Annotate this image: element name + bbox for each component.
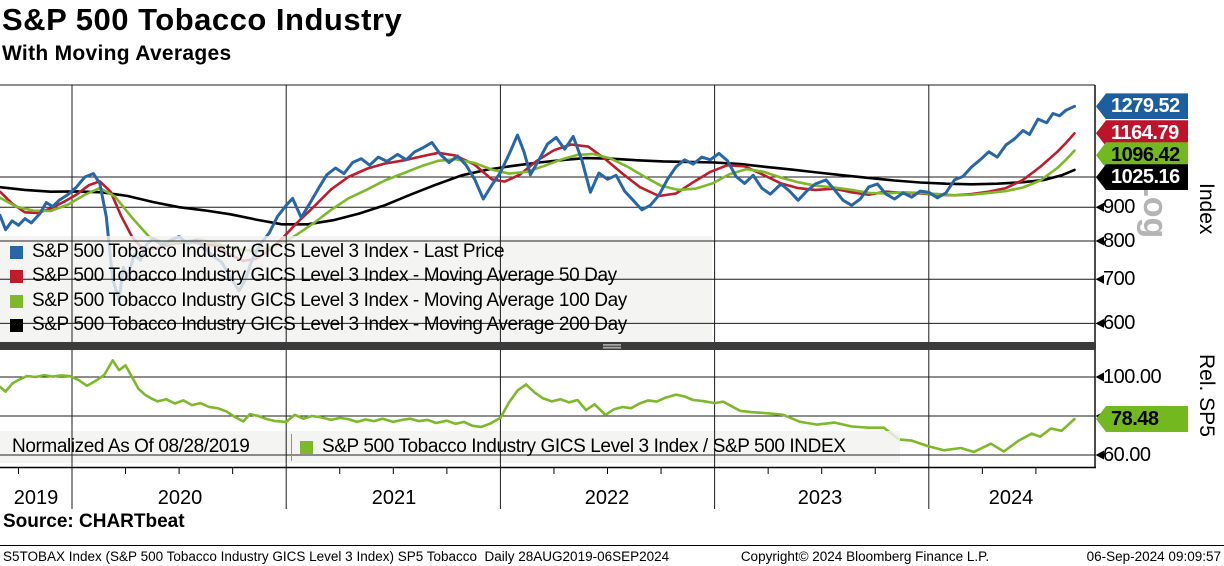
price-badge: 1279.52 <box>1096 93 1188 120</box>
footer-timestamp: 06-Sep-2024 09:09:57 <box>1086 549 1221 564</box>
normalized-note: Normalized As Of 08/28/2019 <box>12 436 250 457</box>
price-badge: 1025.16 <box>1096 164 1188 191</box>
legend-item-label: S&P 500 Tobacco Industry GICS Level 3 In… <box>32 314 627 335</box>
footer-ticker-info: S5TOBAX Index (S&P 500 Tobacco Industry … <box>3 549 670 564</box>
x-tick-2022: 2022 <box>584 487 630 509</box>
ma100-swatch-icon <box>10 294 23 308</box>
x-tick-2021: 2021 <box>371 487 417 509</box>
legend-item-last-price[interactable]: S&P 500 Tobacco Industry GICS Level 3 In… <box>10 240 505 264</box>
price-badge: 1096.42 <box>1096 142 1188 169</box>
y-tick-label: 600 <box>1103 312 1135 335</box>
x-tick-2023: 2023 <box>797 487 843 509</box>
legend-item-ma50[interactable]: S&P 500 Tobacco Industry GICS Level 3 In… <box>10 264 617 288</box>
legend-divider <box>291 434 292 461</box>
x-tick-2020: 2020 <box>157 487 203 509</box>
y-tick-label: 100.00 <box>1103 366 1162 388</box>
y-tick-label: 900 <box>1103 196 1135 219</box>
page-title: S&P 500 Tobacco Industry <box>2 2 403 37</box>
y-tick-label: 800 <box>1103 229 1135 252</box>
x-tick-2019: 2019 <box>13 487 59 509</box>
y-tick-label: 60.00 <box>1103 444 1151 466</box>
legend-item-label: S&P 500 Tobacco Industry GICS Level 3 In… <box>32 265 617 286</box>
main-axis-title: Index <box>1195 183 1218 235</box>
lower-axis-title: Rel. SP5 <box>1195 354 1218 437</box>
y-tick-label: 700 <box>1103 268 1135 291</box>
page-subtitle: With Moving Averages <box>2 42 232 65</box>
legend-item-label: S&P 500 Tobacco Industry GICS Level 3 In… <box>322 436 846 457</box>
legend-item-ma100[interactable]: S&P 500 Tobacco Industry GICS Level 3 In… <box>10 289 627 313</box>
last-price-swatch-icon <box>10 245 23 259</box>
legend-item-ma200[interactable]: S&P 500 Tobacco Industry GICS Level 3 In… <box>10 313 627 337</box>
footer-copyright: Copyright© 2024 Bloomberg Finance L.P. <box>740 549 990 564</box>
ma50-swatch-icon <box>10 269 23 283</box>
ma200-swatch-icon <box>10 318 23 332</box>
legend-item-label: S&P 500 Tobacco Industry GICS Level 3 In… <box>32 241 505 262</box>
x-tick-2024: 2024 <box>988 487 1034 509</box>
price-badge: 1164.79 <box>1096 120 1188 147</box>
ratio-swatch-icon <box>300 440 313 454</box>
legend-item-ratio[interactable]: S&P 500 Tobacco Industry GICS Level 3 In… <box>300 436 846 458</box>
legend-item-label: S&P 500 Tobacco Industry GICS Level 3 In… <box>32 290 627 311</box>
price-badge: 78.48 <box>1096 405 1188 432</box>
source-label: Source: CHARTbeat <box>3 511 185 532</box>
